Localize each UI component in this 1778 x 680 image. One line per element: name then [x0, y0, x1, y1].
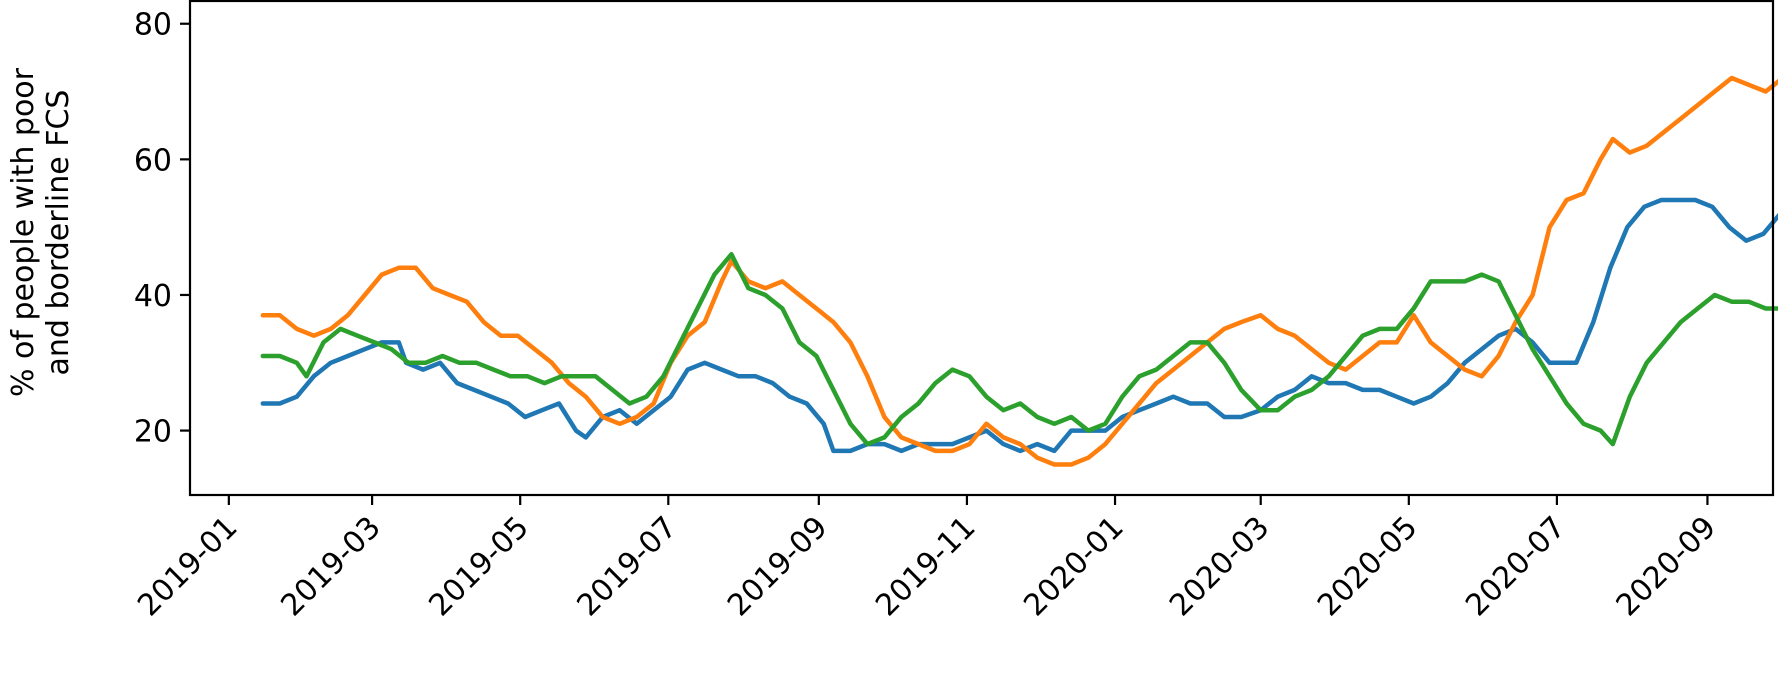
series-layer: [260, 75, 1778, 467]
x-tick-label: 2020-09: [1610, 510, 1723, 623]
y-axis: 20 40 60 80: [134, 8, 190, 450]
y-axis-label-line-2: and borderline FCS: [41, 90, 76, 376]
plot-frame: [188, 0, 1775, 497]
x-tick-label: 2020-03: [1163, 510, 1276, 623]
y-tick-label: 20: [134, 415, 172, 450]
y-tick-label: 80: [134, 8, 172, 43]
x-axis: 2019-01 2019-03 2019-05 2019-07 2019-09 2019-…: [131, 495, 1723, 623]
x-tick-label: 2020-05: [1311, 510, 1424, 623]
x-tick-label: 2020-07: [1459, 510, 1572, 623]
x-tick-label: 2019-07: [571, 510, 684, 623]
x-tick-label: 2019-09: [721, 510, 834, 623]
y-axis-label-line-1: % of people with poor: [6, 67, 41, 397]
x-tick-label: 2019-05: [422, 510, 535, 623]
y-tick-label: 60: [134, 143, 172, 178]
y-tick-label: 40: [134, 279, 172, 314]
x-tick-label: 2020-01: [1017, 510, 1130, 623]
series-line-1: [260, 197, 1778, 454]
x-tick-label: 2019-01: [131, 510, 244, 623]
x-tick-label: 2019-03: [274, 510, 387, 623]
x-tick-label: 2019-11: [869, 510, 982, 623]
series-line-3: [260, 252, 1778, 447]
series-line-2: [260, 75, 1778, 467]
